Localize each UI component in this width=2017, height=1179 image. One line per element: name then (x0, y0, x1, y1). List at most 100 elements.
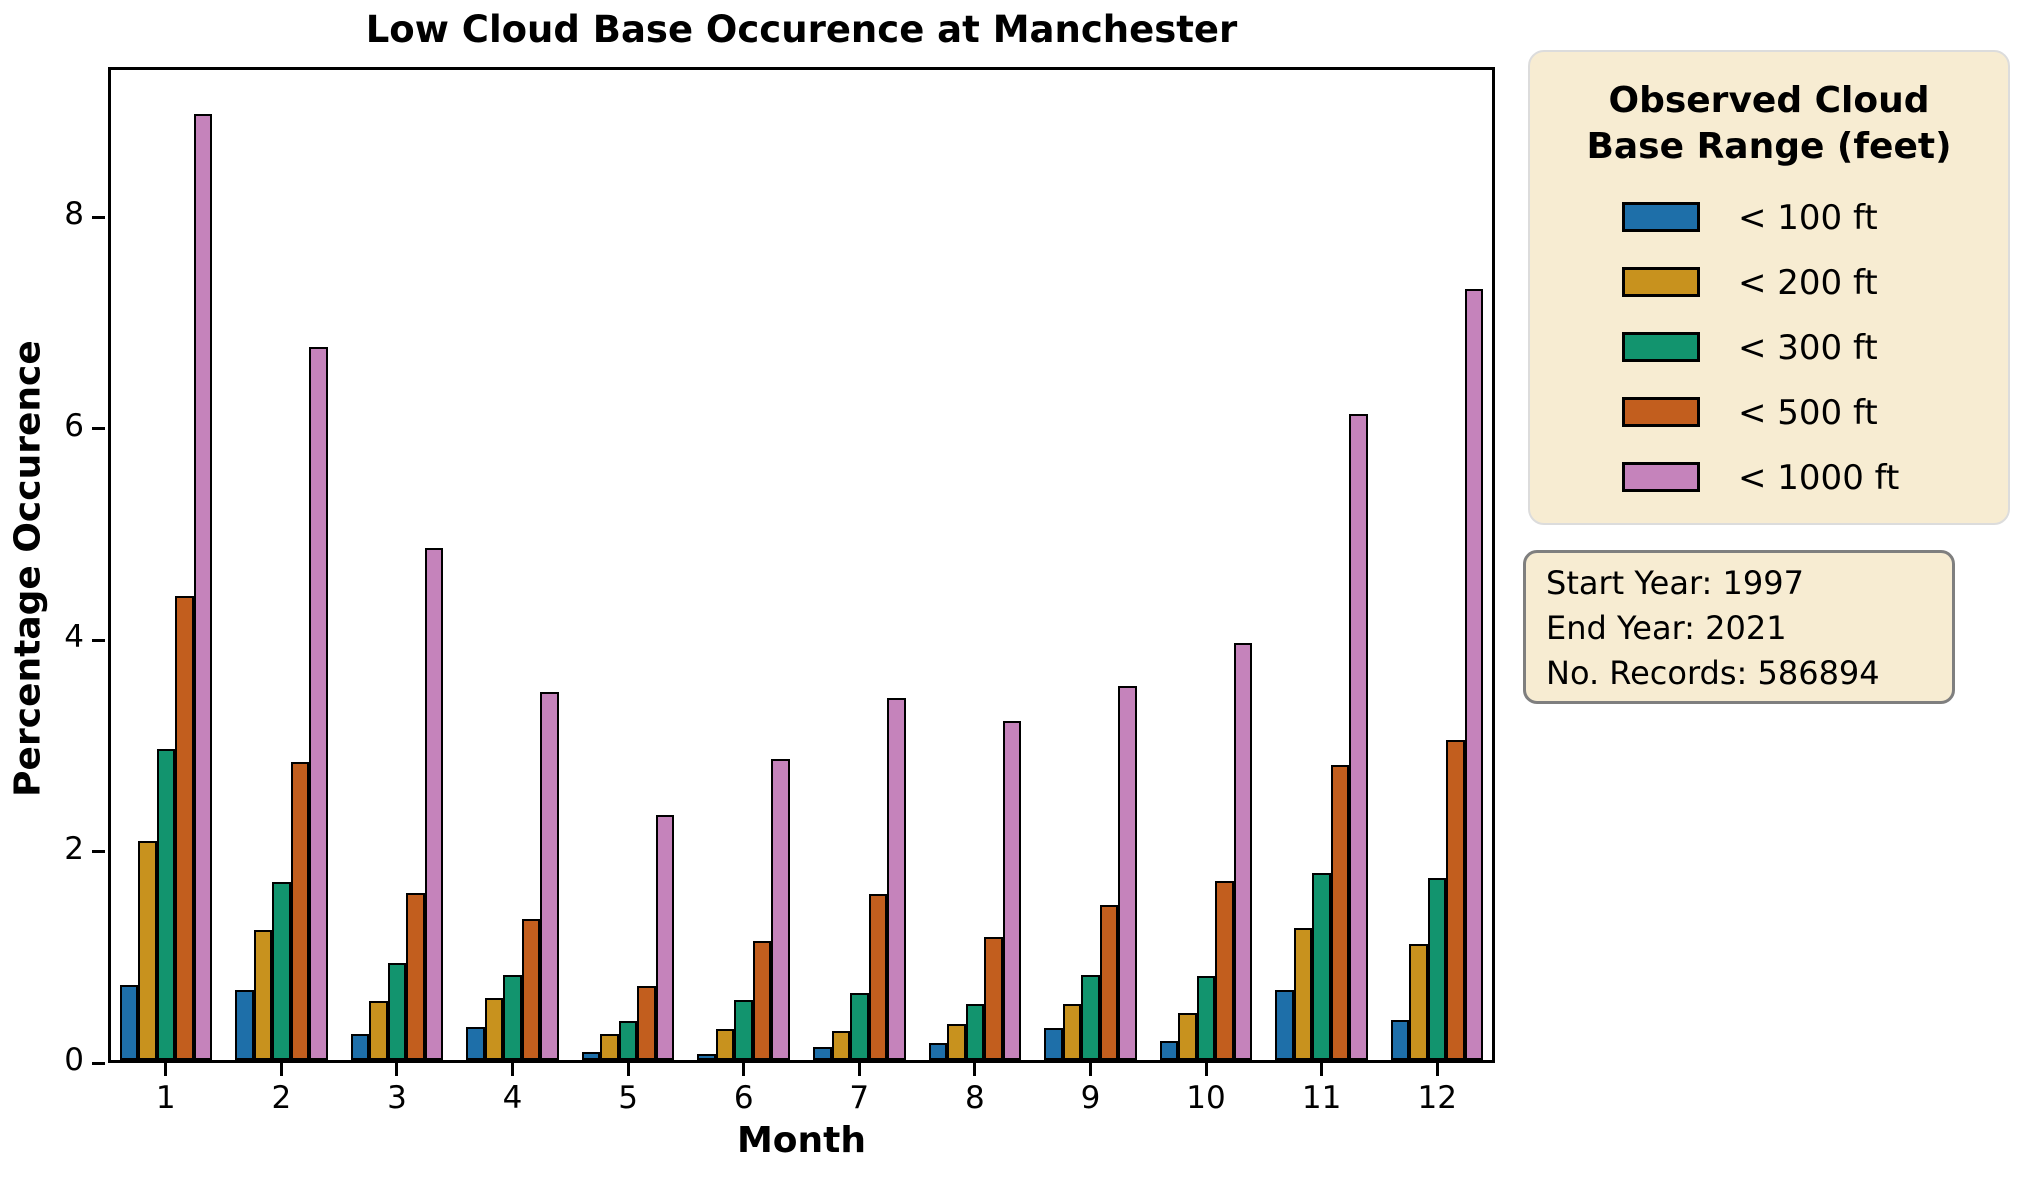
bar-month1-series4 (175, 595, 194, 1060)
bar-month6-series1 (697, 1053, 716, 1060)
x-tick-label-10: 10 (1186, 1080, 1226, 1116)
bar-month3-series5 (424, 548, 444, 1060)
y-tick-mark-2 (92, 850, 105, 854)
y-tick-label-0: 0 (64, 1042, 84, 1078)
bar-month4-series4 (521, 919, 541, 1060)
bar-month3-series4 (406, 892, 425, 1060)
bar-month3-series3 (387, 962, 407, 1060)
bar-month11-series4 (1330, 765, 1350, 1060)
legend-label-4: < 500 ft (1738, 393, 1878, 433)
legend-swatch-1 (1622, 202, 1700, 232)
bar-month9-series3 (1081, 975, 1100, 1060)
bar-month7-series2 (831, 1031, 851, 1060)
x-tick-mark-12 (1435, 1063, 1439, 1076)
legend-swatch-4 (1622, 397, 1700, 427)
bar-month9-series4 (1099, 904, 1119, 1060)
y-tick-label-6: 6 (64, 407, 84, 444)
x-tick-label-9: 9 (1080, 1080, 1101, 1116)
bar-month9-series5 (1118, 685, 1137, 1060)
info-records: No. Records: 586894 (1546, 654, 1880, 692)
y-axis-label: Percentage Occurence (7, 340, 49, 797)
legend-title-line1: Observed Cloud (1608, 80, 1930, 121)
x-axis-label: Month (736, 1120, 867, 1161)
x-tick-mark-9 (1088, 1063, 1092, 1076)
bar-month11-series3 (1312, 872, 1331, 1060)
y-tick-mark-4 (92, 638, 105, 642)
legend-swatch-2 (1622, 267, 1700, 297)
legend-swatch-5 (1622, 462, 1700, 492)
bar-month8-series1 (928, 1043, 948, 1060)
legend-title-line2: Base Range (feet) (1586, 126, 1952, 167)
bar-month2-series2 (253, 929, 273, 1060)
bar-month12-series2 (1409, 943, 1428, 1060)
x-tick-mark-8 (973, 1063, 977, 1076)
bar-month5-series5 (655, 814, 675, 1060)
bar-month6-series2 (715, 1029, 735, 1060)
bar-month8-series4 (984, 937, 1003, 1060)
x-tick-mark-1 (164, 1063, 168, 1076)
bar-month8-series2 (947, 1024, 966, 1060)
bar-month2-series4 (290, 761, 310, 1060)
x-tick-label-2: 2 (271, 1080, 292, 1116)
legend-row-4: < 500 ft (1530, 383, 2008, 448)
bar-month2-series1 (235, 990, 254, 1060)
legend-label-1: < 100 ft (1738, 198, 1878, 238)
legend: Observed Cloud Base Range (feet) < 100 f… (1528, 50, 2010, 525)
chart-title: Low Cloud Base Occurence at Manchester (365, 8, 1238, 51)
bar-month8-series5 (1002, 720, 1022, 1060)
info-box: Start Year: 1997 End Year: 2021 No. Reco… (1523, 550, 1955, 704)
bar-month12-series3 (1427, 878, 1447, 1060)
y-tick-label-8: 8 (64, 196, 84, 233)
bar-month6-series4 (752, 940, 772, 1060)
bar-month4-series2 (484, 997, 504, 1060)
bar-month1-series3 (156, 749, 176, 1060)
bar-month12-series5 (1464, 289, 1484, 1060)
x-tick-label-11: 11 (1301, 1080, 1342, 1116)
bar-month7-series1 (813, 1047, 832, 1060)
x-tick-mark-6 (742, 1063, 746, 1076)
bar-month7-series3 (850, 993, 869, 1060)
bar-month11-series5 (1349, 413, 1368, 1060)
bar-month10-series5 (1233, 643, 1253, 1060)
x-tick-label-4: 4 (502, 1080, 523, 1116)
bar-month1-series2 (138, 841, 157, 1060)
legend-swatch-3 (1622, 332, 1700, 362)
legend-label-5: < 1000 ft (1738, 458, 1900, 498)
x-tick-mark-7 (857, 1063, 861, 1076)
bar-month7-series4 (868, 894, 888, 1060)
legend-row-3: < 300 ft (1530, 318, 2008, 383)
x-tick-mark-11 (1320, 1063, 1324, 1076)
y-tick-mark-0 (92, 1061, 105, 1065)
bar-month2-series3 (272, 882, 291, 1060)
bar-month5-series1 (581, 1051, 601, 1060)
legend-row-5: < 1000 ft (1530, 448, 2008, 513)
x-tick-mark-4 (511, 1063, 515, 1076)
info-end-year: End Year: 2021 (1546, 609, 1787, 647)
x-tick-label-3: 3 (387, 1080, 407, 1116)
y-tick-label-2: 2 (64, 830, 84, 867)
bar-month2-series5 (309, 347, 328, 1060)
legend-row-1: < 100 ft (1530, 188, 2008, 253)
bar-month8-series3 (965, 1003, 985, 1060)
bar-month9-series1 (1044, 1028, 1063, 1060)
bar-month7-series5 (887, 698, 906, 1060)
bar-month1-series5 (193, 113, 213, 1060)
x-tick-mark-10 (1204, 1063, 1208, 1076)
bar-month10-series3 (1196, 976, 1216, 1060)
x-tick-label-1: 1 (155, 1080, 176, 1116)
y-tick-label-4: 4 (64, 619, 84, 656)
bar-month5-series3 (618, 1020, 638, 1060)
bar-month4-series3 (503, 975, 522, 1060)
x-tick-label-7: 7 (849, 1080, 870, 1116)
x-tick-label-12: 12 (1417, 1080, 1457, 1116)
bar-month4-series1 (466, 1027, 485, 1060)
y-tick-mark-8 (92, 215, 105, 219)
legend-items: < 100 ft < 200 ft < 300 ft < 500 ft < 1000 f… (1530, 188, 2008, 513)
bar-month10-series2 (1178, 1013, 1197, 1060)
bar-month10-series1 (1159, 1040, 1179, 1060)
legend-title: Observed Cloud Base Range (feet) (1530, 78, 2008, 170)
info-start-year: Start Year: 1997 (1546, 564, 1804, 602)
legend-label-3: < 300 ft (1738, 328, 1878, 368)
bar-month11-series2 (1293, 927, 1313, 1060)
